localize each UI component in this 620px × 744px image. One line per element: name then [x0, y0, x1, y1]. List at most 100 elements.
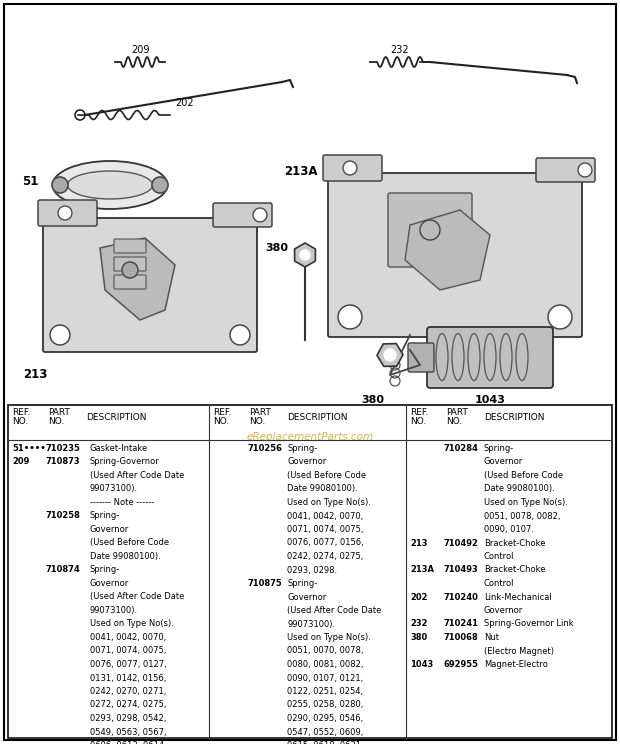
Text: 380: 380	[361, 395, 384, 405]
Text: PART: PART	[249, 408, 271, 417]
Text: 0131, 0142, 0156,: 0131, 0142, 0156,	[90, 673, 166, 682]
Text: REF.: REF.	[213, 408, 231, 417]
Text: NO.: NO.	[213, 417, 229, 426]
Text: 710284: 710284	[444, 444, 479, 453]
Text: NO.: NO.	[48, 417, 64, 426]
Text: 710492: 710492	[444, 539, 479, 548]
Text: 692955: 692955	[444, 660, 479, 669]
Text: 710493: 710493	[444, 565, 479, 574]
Text: 0090, 0107.: 0090, 0107.	[484, 525, 534, 534]
Text: 99073100).: 99073100).	[90, 606, 138, 615]
Text: 710240: 710240	[444, 592, 479, 601]
Text: (Used After Code Date: (Used After Code Date	[90, 592, 184, 601]
Text: Spring-: Spring-	[287, 579, 317, 588]
FancyBboxPatch shape	[114, 275, 146, 289]
Text: 0041, 0042, 0070,: 0041, 0042, 0070,	[287, 512, 363, 521]
Text: Spring-: Spring-	[287, 444, 317, 453]
Text: 0549, 0563, 0567,: 0549, 0563, 0567,	[90, 728, 167, 737]
Text: 213A: 213A	[410, 565, 434, 574]
Text: 213: 213	[410, 539, 428, 548]
Ellipse shape	[68, 171, 153, 199]
Text: Bracket-Choke: Bracket-Choke	[484, 539, 546, 548]
Text: 0547, 0552, 0609,: 0547, 0552, 0609,	[287, 728, 363, 737]
Text: 0293, 0298.: 0293, 0298.	[287, 565, 337, 574]
Text: Governor: Governor	[90, 579, 129, 588]
Text: NO.: NO.	[12, 417, 29, 426]
Text: Governor: Governor	[484, 606, 523, 615]
Circle shape	[122, 262, 138, 278]
Text: 99073100).: 99073100).	[90, 484, 138, 493]
Text: DESCRIPTION: DESCRIPTION	[86, 413, 146, 422]
Text: 0255, 0258, 0280,: 0255, 0258, 0280,	[287, 701, 363, 710]
Text: Used on Type No(s).: Used on Type No(s).	[287, 498, 371, 507]
Text: 0242, 0274, 0275,: 0242, 0274, 0275,	[287, 552, 363, 561]
Text: REF.: REF.	[410, 408, 428, 417]
Polygon shape	[405, 210, 490, 290]
Text: 380: 380	[410, 633, 427, 642]
Text: Used on Type No(s).: Used on Type No(s).	[287, 633, 371, 642]
Text: 0051, 0070, 0078,: 0051, 0070, 0078,	[287, 647, 363, 655]
Text: (Used After Code Date: (Used After Code Date	[287, 606, 381, 615]
Text: 710256: 710256	[247, 444, 282, 453]
Text: Date 99080100).: Date 99080100).	[90, 552, 161, 561]
Circle shape	[338, 305, 362, 329]
Text: Date 99080100).: Date 99080100).	[287, 484, 358, 493]
Text: Governor: Governor	[484, 458, 523, 466]
Text: 0071, 0074, 0075,: 0071, 0074, 0075,	[287, 525, 363, 534]
Circle shape	[300, 250, 310, 260]
Text: (Electro Magnet): (Electro Magnet)	[484, 647, 554, 655]
Text: 1043: 1043	[410, 660, 433, 669]
FancyBboxPatch shape	[323, 155, 382, 181]
Polygon shape	[100, 238, 175, 320]
Text: Governor: Governor	[90, 525, 129, 534]
FancyBboxPatch shape	[213, 203, 272, 227]
Text: eReplacementParts.com: eReplacementParts.com	[246, 432, 374, 442]
Text: 710874: 710874	[46, 565, 81, 574]
Text: Nut: Nut	[484, 633, 499, 642]
Circle shape	[50, 325, 70, 345]
Text: 0606, 0613, 0614.: 0606, 0613, 0614.	[90, 741, 167, 744]
FancyBboxPatch shape	[388, 193, 472, 267]
Text: 710873: 710873	[46, 458, 81, 466]
Text: 0076, 0077, 0156,: 0076, 0077, 0156,	[287, 539, 364, 548]
Text: Link-Mechanical: Link-Mechanical	[484, 592, 552, 601]
Text: 710068: 710068	[444, 633, 479, 642]
Text: ------- Note ------: ------- Note ------	[90, 498, 154, 507]
Text: 0272, 0274, 0275,: 0272, 0274, 0275,	[90, 701, 167, 710]
Text: 0080, 0081, 0082,: 0080, 0081, 0082,	[287, 660, 363, 669]
Circle shape	[578, 163, 592, 177]
Text: 51••••: 51••••	[12, 444, 46, 453]
Text: (Used Before Code: (Used Before Code	[287, 471, 366, 480]
Text: 209: 209	[131, 45, 149, 55]
Text: 710875: 710875	[247, 579, 281, 588]
Text: 0071, 0074, 0075,: 0071, 0074, 0075,	[90, 647, 167, 655]
FancyBboxPatch shape	[43, 218, 257, 352]
Text: Gasket-Intake: Gasket-Intake	[90, 444, 148, 453]
Bar	[8, 405, 612, 738]
Text: 0615, 0618, 0621,: 0615, 0618, 0621,	[287, 741, 363, 744]
Circle shape	[253, 208, 267, 222]
Text: DESCRIPTION: DESCRIPTION	[287, 413, 347, 422]
Text: 213: 213	[23, 368, 47, 381]
Text: 0122, 0251, 0254,: 0122, 0251, 0254,	[287, 687, 363, 696]
Text: Used on Type No(s).: Used on Type No(s).	[484, 498, 568, 507]
Circle shape	[343, 161, 357, 175]
Text: NO.: NO.	[410, 417, 427, 426]
FancyBboxPatch shape	[536, 158, 595, 182]
Text: 232: 232	[391, 45, 409, 55]
Text: 710258: 710258	[46, 512, 81, 521]
Text: 1043: 1043	[474, 395, 505, 405]
FancyBboxPatch shape	[38, 200, 97, 226]
Text: 202: 202	[175, 98, 194, 108]
FancyBboxPatch shape	[328, 173, 582, 337]
Text: 209: 209	[12, 458, 29, 466]
Text: 0090, 0107, 0121,: 0090, 0107, 0121,	[287, 673, 363, 682]
Text: PART: PART	[446, 408, 468, 417]
Text: Magnet-Electro: Magnet-Electro	[484, 660, 548, 669]
FancyBboxPatch shape	[408, 343, 434, 372]
Text: 99073100).: 99073100).	[287, 620, 335, 629]
Text: 0242, 0270, 0271,: 0242, 0270, 0271,	[90, 687, 166, 696]
Circle shape	[230, 325, 250, 345]
Text: Spring-Governor Link: Spring-Governor Link	[484, 620, 574, 629]
Text: Used on Type No(s).: Used on Type No(s).	[90, 620, 174, 629]
